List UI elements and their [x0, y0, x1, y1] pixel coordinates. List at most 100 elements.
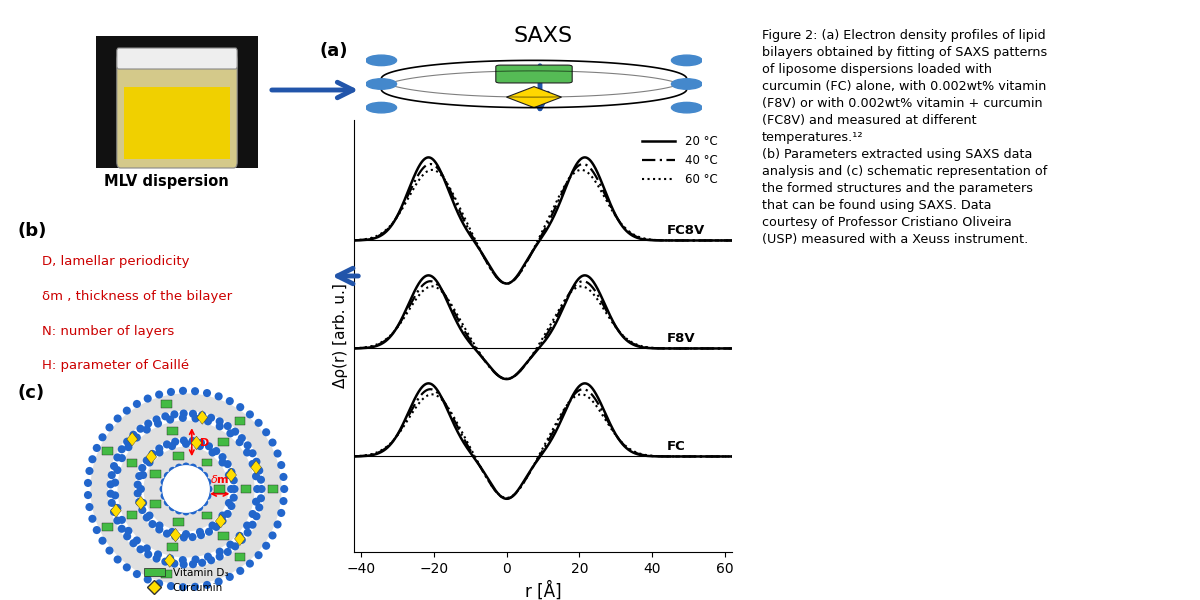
- Text: H: parameter of Caillé: H: parameter of Caillé: [42, 359, 190, 373]
- Circle shape: [122, 563, 131, 571]
- Circle shape: [188, 506, 197, 514]
- Circle shape: [145, 458, 154, 467]
- Text: F8V: F8V: [666, 332, 695, 345]
- Circle shape: [254, 551, 263, 559]
- Circle shape: [229, 476, 238, 484]
- Circle shape: [108, 471, 116, 479]
- Text: FC8V: FC8V: [666, 224, 704, 237]
- Circle shape: [156, 448, 163, 457]
- Circle shape: [244, 521, 251, 530]
- Circle shape: [204, 417, 212, 425]
- FancyBboxPatch shape: [102, 523, 113, 530]
- Circle shape: [236, 403, 245, 411]
- Circle shape: [277, 461, 286, 469]
- FancyBboxPatch shape: [167, 544, 178, 551]
- Circle shape: [252, 512, 260, 520]
- Circle shape: [196, 528, 204, 536]
- Polygon shape: [251, 461, 262, 474]
- Circle shape: [200, 498, 209, 506]
- Circle shape: [166, 554, 174, 562]
- FancyBboxPatch shape: [161, 570, 172, 578]
- Circle shape: [144, 395, 151, 403]
- Circle shape: [149, 450, 156, 458]
- Circle shape: [154, 419, 162, 428]
- Circle shape: [125, 443, 132, 451]
- Circle shape: [216, 553, 223, 560]
- Circle shape: [172, 532, 179, 541]
- FancyBboxPatch shape: [96, 36, 258, 168]
- Circle shape: [246, 560, 254, 568]
- Circle shape: [218, 517, 227, 525]
- Circle shape: [226, 573, 234, 581]
- Circle shape: [258, 485, 265, 493]
- Circle shape: [274, 449, 282, 458]
- Circle shape: [107, 490, 115, 498]
- Circle shape: [175, 506, 184, 514]
- Circle shape: [269, 439, 276, 446]
- Circle shape: [248, 460, 257, 468]
- Circle shape: [113, 517, 121, 524]
- Circle shape: [85, 503, 94, 511]
- Circle shape: [161, 492, 169, 500]
- Circle shape: [205, 527, 214, 536]
- Circle shape: [180, 436, 188, 445]
- Circle shape: [84, 479, 92, 487]
- Text: D: D: [199, 437, 209, 448]
- Circle shape: [215, 578, 223, 586]
- Circle shape: [227, 468, 235, 476]
- Circle shape: [170, 560, 179, 568]
- Circle shape: [188, 464, 197, 472]
- Circle shape: [223, 510, 232, 518]
- Circle shape: [114, 415, 121, 422]
- Circle shape: [155, 391, 163, 398]
- Circle shape: [179, 387, 187, 395]
- Circle shape: [672, 55, 702, 65]
- Circle shape: [216, 418, 223, 425]
- Circle shape: [85, 467, 94, 475]
- Circle shape: [172, 437, 179, 446]
- Circle shape: [144, 550, 152, 559]
- Circle shape: [232, 542, 239, 550]
- Circle shape: [161, 412, 169, 421]
- Circle shape: [244, 442, 252, 449]
- Circle shape: [161, 478, 169, 486]
- Text: (a): (a): [320, 42, 348, 60]
- Circle shape: [163, 472, 172, 480]
- Circle shape: [223, 460, 232, 468]
- Circle shape: [124, 532, 131, 541]
- FancyBboxPatch shape: [150, 470, 161, 478]
- Circle shape: [106, 547, 114, 554]
- Circle shape: [198, 411, 206, 419]
- Circle shape: [205, 442, 214, 451]
- Circle shape: [167, 388, 175, 396]
- Circle shape: [209, 448, 216, 457]
- FancyBboxPatch shape: [116, 48, 238, 69]
- Circle shape: [180, 533, 188, 542]
- Circle shape: [168, 442, 176, 450]
- Polygon shape: [90, 394, 282, 584]
- Circle shape: [92, 444, 101, 452]
- Circle shape: [175, 464, 184, 472]
- Circle shape: [248, 449, 257, 457]
- Circle shape: [167, 582, 175, 590]
- Circle shape: [107, 480, 115, 488]
- Circle shape: [188, 533, 197, 541]
- FancyBboxPatch shape: [161, 400, 172, 408]
- Circle shape: [138, 464, 146, 472]
- Circle shape: [149, 520, 156, 528]
- Circle shape: [229, 494, 238, 502]
- Circle shape: [145, 511, 154, 520]
- Circle shape: [130, 431, 138, 439]
- Circle shape: [112, 479, 119, 487]
- Polygon shape: [144, 446, 228, 532]
- Text: N: number of layers: N: number of layers: [42, 325, 175, 338]
- Circle shape: [366, 55, 396, 65]
- Circle shape: [257, 476, 265, 484]
- Circle shape: [188, 410, 197, 418]
- FancyBboxPatch shape: [102, 448, 113, 455]
- Polygon shape: [234, 532, 245, 545]
- Circle shape: [204, 485, 212, 493]
- Circle shape: [106, 424, 114, 431]
- FancyBboxPatch shape: [235, 553, 246, 561]
- Circle shape: [133, 489, 142, 497]
